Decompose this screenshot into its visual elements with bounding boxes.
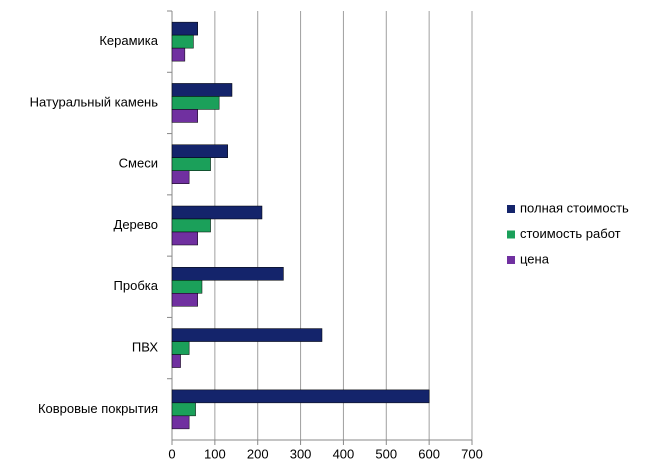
legend-swatch [507,230,515,239]
bar [171,280,203,294]
bar [171,341,190,355]
bar [171,402,196,417]
bar [171,109,198,123]
legend-swatch [507,205,515,213]
legend-label: цена [520,251,550,266]
legend-swatch [507,256,515,264]
bar [171,21,198,36]
bar [171,267,284,281]
bar [171,231,198,246]
x-tick-label: 100 [204,446,226,461]
bar [171,328,323,342]
bar [171,157,211,171]
y-tick-label: Керамика [99,33,158,48]
bar [171,415,190,430]
bar [171,205,263,220]
x-tick-label: 200 [247,446,269,461]
x-tick-label: 500 [375,446,397,461]
legend-label: полная стоимость [520,200,629,215]
bar [171,34,194,49]
y-tick-label: Смеси [119,156,158,171]
x-tick-label: 300 [290,446,312,461]
bar [171,354,181,368]
bar [171,170,190,184]
legend-label: стоимость работ [520,226,621,241]
y-tick-label: ПВХ [132,340,158,355]
y-tick-label: Пробка [114,278,159,293]
bar [171,47,186,62]
bar [171,293,198,307]
x-tick-label: 700 [461,446,483,461]
y-tick-label: Дерево [114,217,158,232]
bar [171,96,220,110]
x-tick-label: 400 [333,446,355,461]
y-tick-label: Натуральный камень [30,94,159,109]
bar [171,389,430,404]
y-tick-label: Ковровые покрытия [38,401,158,416]
x-tick-label: 600 [418,446,440,461]
bar [171,83,233,97]
x-tick-label: 0 [168,446,175,461]
bar [171,218,211,233]
bar [171,144,228,158]
